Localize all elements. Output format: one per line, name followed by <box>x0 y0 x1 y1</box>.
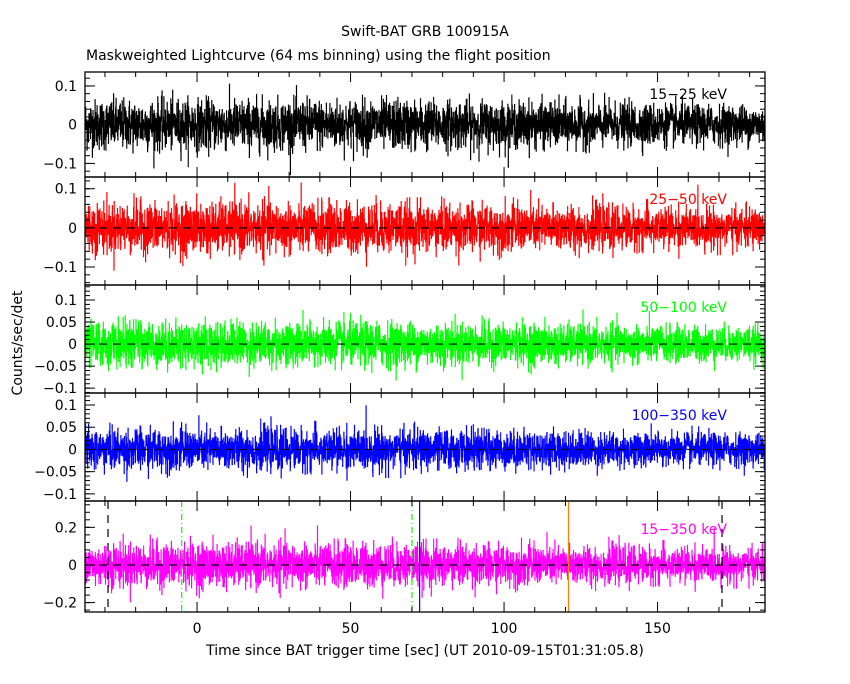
band-label: 15−350 keV <box>640 522 727 538</box>
chart-title: Swift-BAT GRB 100915A <box>341 24 509 40</box>
band-label: 100−350 keV <box>632 408 728 424</box>
band-label: 50−100 keV <box>640 300 727 316</box>
y-tick-label: −0.05 <box>34 465 77 481</box>
y-tick-label: −0.05 <box>34 359 77 375</box>
series-line <box>84 182 766 271</box>
panel-15-350-kev: 0.2 0 −0.2 15−350 keV <box>43 500 766 613</box>
y-tick-label: 0.1 <box>55 293 77 309</box>
series-line <box>84 525 766 603</box>
series-line <box>84 309 766 381</box>
y-tick-label: −0.1 <box>43 156 77 172</box>
y-tick-label: 0 <box>68 221 77 237</box>
y-tick-label: 0.1 <box>55 79 77 95</box>
y-tick-label: −0.1 <box>43 381 77 397</box>
y-tick-label: 0.1 <box>55 398 77 414</box>
panel-100-350-kev: 0.1 0.05 0 −0.05 −0.1 100−350 keV <box>34 392 766 503</box>
y-tick-label: 0 <box>68 337 77 353</box>
band-label: 25−50 keV <box>649 192 727 208</box>
x-axis-label: Time since BAT trigger time [sec] (UT 20… <box>205 643 644 659</box>
panel-frame <box>84 500 766 613</box>
band-label: 15−25 keV <box>649 87 727 103</box>
y-tick-label: −0.1 <box>43 260 77 276</box>
y-axis-label: Counts/sec/det <box>10 290 26 395</box>
series-line <box>84 83 766 176</box>
y-tick-label: −0.1 <box>43 487 77 503</box>
x-tick-label: 100 <box>491 621 518 637</box>
y-tick-label: 0 <box>68 558 77 574</box>
y-tick-label: 0 <box>68 118 77 134</box>
panel-25-50-kev: 0.1 0 −0.1 25−50 keV <box>43 176 766 286</box>
y-tick-label: 0.1 <box>55 182 77 198</box>
y-tick-label: −0.2 <box>43 596 77 612</box>
series-line <box>84 405 766 482</box>
panel-15-25-kev: 0.1 0 −0.1 15−25 keV <box>43 71 766 178</box>
chart-subtitle: Maskweighted Lightcurve (64 ms binning) … <box>86 48 551 64</box>
y-tick-label: 0 <box>68 442 77 458</box>
y-tick-label: 0.05 <box>46 315 77 331</box>
x-tick-label: 0 <box>193 621 202 637</box>
y-tick-label: 0.2 <box>55 520 77 536</box>
panel-50-100-kev: 0.1 0.05 0 −0.05 −0.1 50−100 keV <box>34 284 766 397</box>
y-tick-label: 0.05 <box>46 420 77 436</box>
x-tick-label: 50 <box>342 621 360 637</box>
x-tick-label: 150 <box>644 621 671 637</box>
